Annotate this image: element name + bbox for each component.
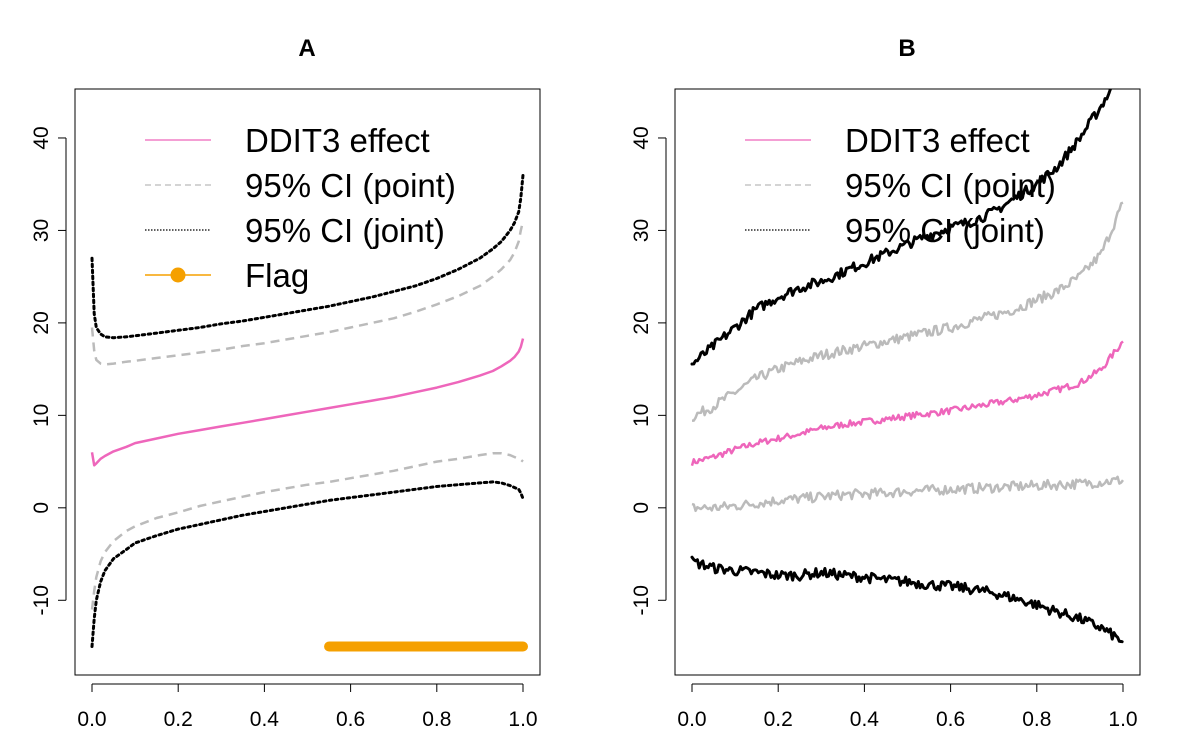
x-tick-label: 0.6 xyxy=(336,708,365,731)
series-line-4 xyxy=(90,480,525,648)
x-tick-label: 0.0 xyxy=(677,708,706,731)
x-tick-label: 0.4 xyxy=(850,708,880,731)
panel-b-series xyxy=(690,89,1125,644)
series-line-0 xyxy=(90,338,525,467)
x-tick-label: 0.2 xyxy=(164,708,193,731)
legend-entry: 95% CI (joint) xyxy=(745,212,1045,249)
panel-b: B 0.0 0.2 0.4 0.6 0.8 1.0 -10 0 10 20 30 40 DDIT3 … xyxy=(630,35,1141,731)
series-line-3 xyxy=(90,173,525,340)
legend-entry: 95% CI (point) xyxy=(745,167,1056,204)
panel-b-y-axis: -10 0 10 20 30 40 xyxy=(630,126,667,615)
series-line-4 xyxy=(690,555,1125,644)
legend-entry: 95% CI (point) xyxy=(145,167,456,204)
x-tick-label: 1.0 xyxy=(1108,708,1137,731)
legend-entry: DDIT3 effect xyxy=(745,122,1030,159)
x-tick-label: 1.0 xyxy=(508,708,537,731)
panel-b-plot-frame xyxy=(674,88,1141,676)
series-line-1 xyxy=(692,201,1124,422)
y-tick-label: 20 xyxy=(630,311,653,334)
series-line-2 xyxy=(90,452,524,610)
y-tick-label: -10 xyxy=(630,585,653,615)
legend-label: DDIT3 effect xyxy=(245,122,430,159)
panel-b-legend: DDIT3 effect 95% CI (point) 95% CI (joint) xyxy=(745,122,1056,249)
x-tick-label: 0.4 xyxy=(250,708,280,731)
y-tick-label: -10 xyxy=(30,585,53,615)
panel-a-x-axis: 0.0 0.2 0.4 0.6 0.8 1.0 xyxy=(77,683,538,731)
y-tick-label: 40 xyxy=(630,126,653,149)
panel-a-y-axis: -10 0 10 20 30 40 xyxy=(30,126,67,615)
x-tick-label: 0.2 xyxy=(764,708,793,731)
series-line-1 xyxy=(90,220,525,366)
panel-a-legend: DDIT3 effect 95% CI (point) 95% CI (joint)… xyxy=(145,122,456,294)
y-tick-label: 30 xyxy=(30,219,53,242)
y-tick-label: 0 xyxy=(30,502,53,514)
x-tick-label: 0.8 xyxy=(422,708,451,731)
legend-label: DDIT3 effect xyxy=(845,122,1030,159)
panel-a-title: A xyxy=(298,35,315,62)
panel-a-plot-frame xyxy=(74,88,541,676)
y-tick-label: 40 xyxy=(30,126,53,149)
legend-label: 95% CI (joint) xyxy=(245,212,445,249)
y-tick-label: 30 xyxy=(630,219,653,242)
panel-b-title: B xyxy=(898,35,915,62)
y-tick-label: 0 xyxy=(630,502,653,514)
legend-label: 95% CI (point) xyxy=(845,167,1056,204)
legend-entry: DDIT3 effect xyxy=(145,122,430,159)
y-tick-label: 10 xyxy=(30,404,53,427)
y-tick-label: 10 xyxy=(630,404,653,427)
panel-a-series xyxy=(90,173,525,648)
y-tick-label: 20 xyxy=(30,311,53,334)
legend-label: 95% CI (point) xyxy=(245,167,456,204)
legend-label: Flag xyxy=(245,257,309,294)
x-tick-label: 0.8 xyxy=(1022,708,1051,731)
series-line-2 xyxy=(691,475,1124,513)
panel-a: A 0.0 0.2 0.4 0.6 0.8 1.0 -10 0 10 20 30 40 DDIT3 … xyxy=(30,35,541,731)
legend-entry: Flag xyxy=(145,257,309,294)
legend-swatch-dot xyxy=(170,267,186,283)
x-tick-label: 0.0 xyxy=(77,708,106,731)
legend-entry: 95% CI (joint) xyxy=(145,212,445,249)
series-line-3 xyxy=(690,89,1113,366)
x-tick-label: 0.6 xyxy=(936,708,965,731)
panel-b-x-axis: 0.0 0.2 0.4 0.6 0.8 1.0 xyxy=(677,683,1138,731)
series-line-0 xyxy=(690,340,1124,467)
legend-label: 95% CI (joint) xyxy=(845,212,1045,249)
